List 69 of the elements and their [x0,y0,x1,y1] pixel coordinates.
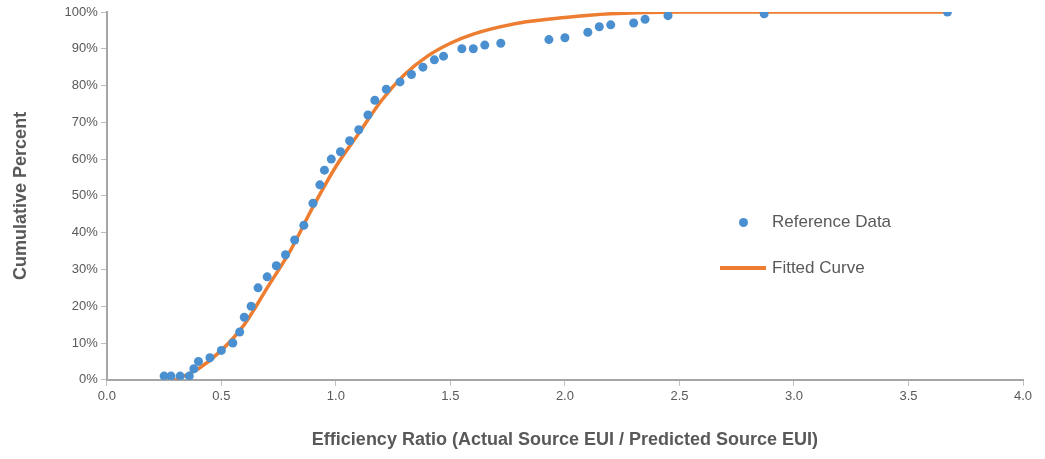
point [439,51,449,61]
x-tick-label: 1.5 [441,388,460,404]
x-tick-label: 1.0 [326,388,345,404]
point [354,125,364,135]
y-tick-label: 10% [71,334,99,350]
legend-label: Fitted Curve [772,258,865,278]
point [663,12,673,21]
point [166,371,176,380]
point [216,345,226,355]
y-tick-label: 0% [79,371,99,387]
x-tick-label: 0.5 [212,388,231,404]
point [468,44,478,54]
point [308,198,318,208]
point [629,18,639,28]
y-tick-label: 60% [71,150,99,166]
y-axis-title: Cumulative Percent [9,111,30,280]
point [193,356,203,366]
point [606,20,616,30]
point [496,38,506,48]
y-tick-label: 100% [64,3,99,19]
point [759,12,769,19]
point [290,235,300,245]
point [418,62,428,72]
point [406,70,416,80]
y-tick-label: 70% [71,113,99,129]
x-tick-label: 2.5 [670,388,689,404]
point [335,147,345,157]
y-tick-label: 90% [71,40,99,56]
point [395,77,405,87]
point [315,180,325,190]
y-tick-label: 30% [71,261,99,277]
point [281,250,290,260]
point [363,110,373,120]
point [239,312,249,322]
y-tick-label: 40% [71,224,99,240]
y-tick-label: 80% [71,77,99,93]
point [228,338,238,348]
x-tick-label: 3.0 [784,388,803,404]
point [560,33,570,43]
point [429,55,439,65]
point [640,14,650,24]
point [480,40,490,50]
point [457,44,467,54]
y-tick-label: 20% [71,297,99,313]
x-tick-label: 2.0 [555,388,574,404]
point [594,22,604,32]
point [205,353,215,363]
point [235,327,245,337]
point [299,220,309,230]
y-tick-label: 50% [71,187,99,203]
point [246,301,256,311]
point [189,364,199,374]
point [583,27,593,37]
point [370,95,380,105]
point [253,283,263,293]
point [175,371,185,380]
point [319,165,329,175]
point [262,272,272,282]
legend-label: Reference Data [772,212,892,232]
point [381,84,391,94]
x-tick-label: 4.0 [1013,388,1033,404]
point [326,154,336,164]
x-tick-label: 0.0 [97,388,116,404]
point [184,371,194,380]
point [345,136,355,146]
x-axis-title: Efficiency Ratio (Actual Source EUI / Predicted Source EUI) [311,429,818,450]
point [544,35,554,45]
point [271,261,281,271]
x-tick-label: 3.5 [899,388,918,404]
